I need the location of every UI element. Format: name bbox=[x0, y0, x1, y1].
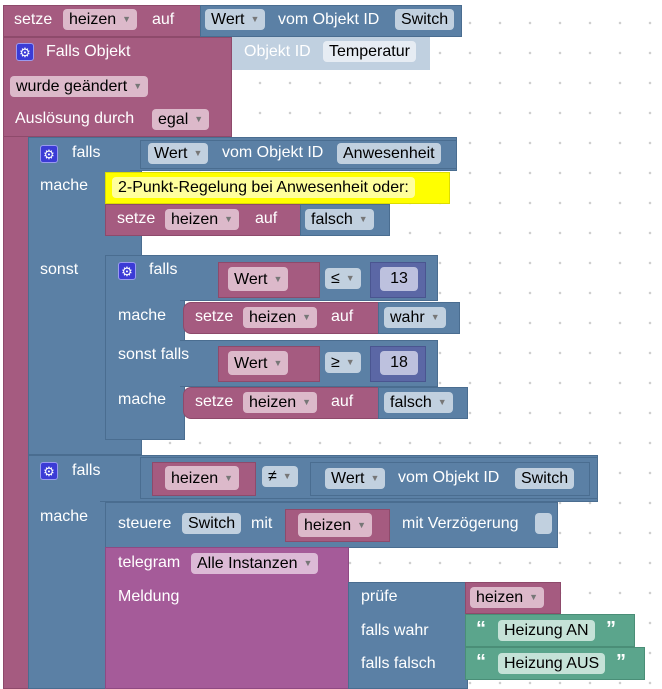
chevron-down-icon: ▼ bbox=[302, 312, 312, 322]
boolean-dropdown[interactable]: wahr ▼ bbox=[384, 307, 446, 328]
comment-text[interactable]: 2-Punkt-Regelung bei Anwesenheit oder: bbox=[112, 177, 415, 198]
object-id-field[interactable]: Anwesenheit bbox=[337, 143, 441, 164]
else-label: sonst bbox=[40, 261, 79, 278]
text-field[interactable]: Heizung AUS bbox=[498, 653, 606, 674]
variable-dropdown[interactable]: heizen ▼ bbox=[298, 513, 373, 537]
elseif-label: sonst falls bbox=[118, 346, 190, 363]
text-field[interactable]: Heizung AN bbox=[498, 620, 595, 641]
boolean-dropdown[interactable]: falsch ▼ bbox=[305, 209, 374, 230]
chevron-down-icon: ▼ bbox=[122, 14, 132, 24]
close-quote-icon: ” bbox=[616, 651, 626, 673]
chevron-down-icon: ▼ bbox=[529, 592, 539, 602]
gear-icon[interactable]: ⚙ bbox=[40, 145, 58, 163]
control-label: steuere bbox=[118, 515, 172, 532]
chevron-down-icon: ▼ bbox=[303, 558, 313, 568]
chevron-down-icon: ▼ bbox=[282, 471, 292, 481]
set-label: setze bbox=[117, 210, 156, 227]
chevron-down-icon: ▼ bbox=[345, 273, 355, 283]
set-label: setze bbox=[14, 11, 53, 28]
object-id-field[interactable]: Switch bbox=[395, 9, 455, 30]
object-id-label: Objekt ID bbox=[244, 43, 311, 60]
if-label: falls bbox=[72, 144, 101, 161]
chevron-down-icon: ▼ bbox=[370, 473, 380, 483]
if-block[interactable] bbox=[28, 455, 108, 689]
from-object-label: vom Objekt ID bbox=[398, 469, 500, 486]
variable-dropdown[interactable]: heizen ▼ bbox=[243, 392, 318, 413]
chevron-down-icon: ▼ bbox=[358, 214, 368, 224]
object-id-field[interactable]: Switch bbox=[182, 513, 242, 534]
chevron-down-icon: ▼ bbox=[133, 81, 143, 91]
number-field[interactable]: 18 bbox=[380, 351, 418, 375]
test-label: prüfe bbox=[361, 588, 398, 605]
chevron-down-icon: ▼ bbox=[273, 358, 283, 368]
number-field[interactable]: 13 bbox=[380, 267, 418, 291]
trigger-by-dropdown[interactable]: egal ▼ bbox=[152, 109, 210, 130]
close-quote-icon: ” bbox=[606, 618, 616, 640]
chevron-down-icon: ▼ bbox=[302, 397, 312, 407]
operator-dropdown[interactable]: ≥ ▼ bbox=[325, 352, 361, 373]
value-mode-dropdown[interactable]: Wert ▼ bbox=[148, 143, 209, 164]
operator-dropdown[interactable]: ≠ ▼ bbox=[262, 466, 298, 487]
trigger-label: Falls Objekt bbox=[46, 43, 131, 60]
to-label: auf bbox=[331, 393, 354, 410]
do-label: mache bbox=[40, 177, 89, 194]
condition-dropdown[interactable]: wurde geändert ▼ bbox=[10, 76, 149, 97]
from-object-label: vom Objekt ID bbox=[222, 144, 324, 161]
if-label: falls bbox=[149, 261, 178, 278]
if-label: falls bbox=[72, 462, 101, 479]
open-quote-icon: “ bbox=[476, 618, 486, 640]
chevron-down-icon: ▼ bbox=[357, 520, 367, 530]
chevron-down-icon: ▼ bbox=[224, 473, 234, 483]
text-block[interactable] bbox=[465, 614, 635, 647]
telegram-label: telegram bbox=[118, 554, 181, 571]
do-label: mache bbox=[118, 391, 167, 408]
do-label: mache bbox=[118, 307, 167, 324]
do-label: mache bbox=[40, 508, 89, 525]
instance-dropdown[interactable]: Alle Instanzen ▼ bbox=[191, 553, 319, 574]
if-true-label: falls wahr bbox=[361, 622, 429, 639]
from-object-label: vom Objekt ID bbox=[278, 11, 380, 28]
delay-checkbox[interactable] bbox=[535, 513, 552, 534]
message-label: Meldung bbox=[118, 588, 180, 605]
variable-dropdown[interactable]: heizen ▼ bbox=[165, 209, 240, 230]
gear-icon[interactable]: ⚙ bbox=[118, 262, 136, 280]
with-label: mit bbox=[251, 515, 273, 532]
chevron-down-icon: ▼ bbox=[345, 357, 355, 367]
chevron-down-icon: ▼ bbox=[194, 114, 204, 124]
chevron-down-icon: ▼ bbox=[273, 274, 283, 284]
if-false-label: falls falsch bbox=[361, 655, 436, 672]
object-id-field[interactable]: Temperatur bbox=[323, 41, 416, 62]
chevron-down-icon: ▼ bbox=[430, 312, 440, 322]
to-label: auf bbox=[152, 11, 175, 28]
operator-dropdown[interactable]: ≤ ▼ bbox=[325, 268, 361, 289]
set-label: setze bbox=[195, 393, 234, 410]
variable-dropdown[interactable]: heizen ▼ bbox=[165, 466, 240, 490]
value-mode-dropdown[interactable]: Wert ▼ bbox=[228, 351, 289, 375]
variable-dropdown[interactable]: heizen ▼ bbox=[470, 587, 545, 608]
nested-if-block[interactable] bbox=[105, 255, 185, 440]
value-mode-dropdown[interactable]: Wert ▼ bbox=[228, 267, 289, 291]
chevron-down-icon: ▼ bbox=[250, 14, 260, 24]
object-id-field[interactable]: Switch bbox=[515, 468, 575, 489]
open-quote-icon: “ bbox=[476, 651, 486, 673]
to-label: auf bbox=[331, 308, 354, 325]
trigger-by-label: Auslösung durch bbox=[15, 110, 135, 127]
delay-label: mit Verzögerung bbox=[402, 515, 519, 532]
variable-dropdown[interactable]: heizen ▼ bbox=[63, 9, 138, 30]
chevron-down-icon: ▼ bbox=[193, 148, 203, 158]
boolean-dropdown[interactable]: falsch ▼ bbox=[384, 392, 453, 413]
chevron-down-icon: ▼ bbox=[224, 214, 234, 224]
value-mode-dropdown[interactable]: Wert ▼ bbox=[205, 9, 266, 30]
gear-icon[interactable]: ⚙ bbox=[40, 462, 58, 480]
gear-icon[interactable]: ⚙ bbox=[16, 43, 34, 61]
to-label: auf bbox=[255, 210, 278, 227]
chevron-down-icon: ▼ bbox=[437, 397, 447, 407]
trigger-block-spine bbox=[3, 137, 29, 689]
variable-dropdown[interactable]: heizen ▼ bbox=[243, 307, 318, 328]
set-label: setze bbox=[195, 308, 234, 325]
value-mode-dropdown[interactable]: Wert ▼ bbox=[325, 468, 386, 489]
